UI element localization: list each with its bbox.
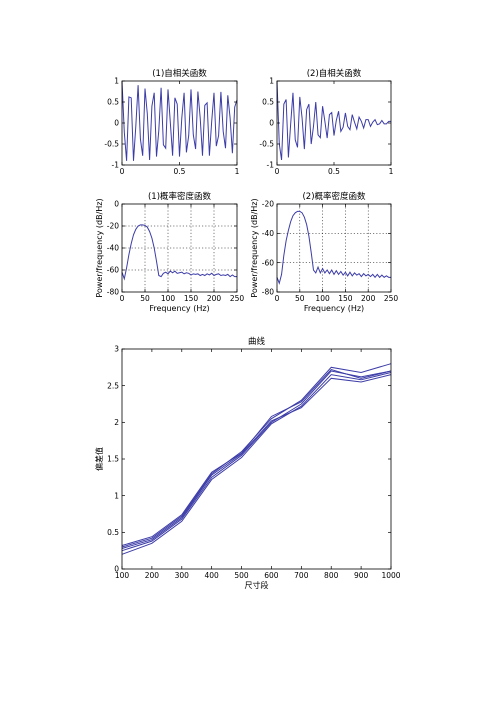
chart-curves: 100 200 300 400 500 600 700 800 900 1000 0 0.5 1 1.5 2… (94, 336, 401, 590)
x-tick-label: 150 (184, 294, 199, 303)
x-tick-label: 100 (115, 571, 130, 580)
x-tick-label: 400 (205, 571, 220, 580)
plot-frame (276, 203, 392, 293)
x-tick-label: 100 (315, 294, 330, 303)
x-tick-label: 600 (264, 571, 279, 580)
chart-title: (1)自相关函数 (152, 68, 207, 79)
y-tick-label: 2.5 (107, 381, 119, 390)
x-tick-label: 200 (145, 571, 160, 580)
chart-autocorr2: 0 0.5 1 -1 -0.5 0 0.5 1 (2)自相关函数 (259, 68, 393, 176)
x-tick-label: 100 (161, 294, 176, 303)
chart-psd1: 0 50 100 150 200 250 -80 -60 -40 -20 0 (1)概率密度函数 Fre… (95, 191, 244, 313)
x-tick-label: 200 (361, 294, 376, 303)
chart-title: 曲线 (248, 336, 266, 347)
x-tick-label: 250 (384, 294, 399, 303)
y-tick-label: 0.5 (107, 98, 119, 107)
x-tick-label: 300 (175, 571, 190, 580)
x-tick-label: 1 (389, 167, 394, 176)
chart-title: (2)概率密度函数 (302, 191, 366, 202)
series-line-1 (121, 224, 237, 281)
y-tick-label: -1 (267, 161, 275, 170)
x-tick-label: 800 (324, 571, 339, 580)
y-tick-label: 0.5 (262, 98, 274, 107)
y-axis-label: Power/frequency (dB/Hz) (95, 198, 104, 297)
y-tick-label: -0.5 (104, 140, 119, 149)
y-tick-label: 0 (114, 119, 119, 128)
y-tick-label: -20 (107, 222, 119, 231)
y-tick-label: 2 (114, 418, 119, 427)
y-tick-label: -1 (112, 161, 120, 170)
series-line-1 (276, 80, 391, 161)
x-tick-label: 250 (230, 294, 245, 303)
x-axis-label: Frequency (Hz) (149, 304, 209, 313)
x-tick-label: 0 (120, 294, 125, 303)
series-line-1 (121, 80, 238, 161)
y-tick-label: 1.5 (107, 455, 119, 464)
x-tick-label: 1000 (381, 571, 400, 580)
x-tick-label: 0.5 (328, 167, 340, 176)
x-tick-label: 150 (338, 294, 353, 303)
chart-psd2: 0 50 100 150 200 250 -80 -60 -40 -20 (2)概率密度函数 Freq… (250, 191, 398, 313)
y-tick-label: -60 (107, 266, 119, 275)
series-line-4 (121, 368, 392, 547)
chart-title: (1)概率密度函数 (148, 191, 212, 202)
chart-autocorr1: 0 0.5 1 -1 -0.5 0 0.5 1 (1)自相关函数 (104, 68, 239, 176)
y-tick-label: 1 (269, 77, 274, 86)
y-tick-label: 3 (114, 345, 119, 354)
x-tick-label: 50 (140, 294, 150, 303)
x-tick-label: 0 (120, 167, 125, 176)
x-tick-label: 0.5 (174, 167, 186, 176)
x-tick-label: 200 (207, 294, 222, 303)
series-line-2 (121, 370, 392, 552)
y-tick-label: -60 (262, 258, 274, 267)
y-tick-label: -40 (262, 229, 274, 238)
x-tick-label: 1 (235, 167, 240, 176)
plot-frame (121, 203, 238, 293)
x-tick-label: 900 (354, 571, 369, 580)
y-tick-label: -0.5 (259, 140, 274, 149)
y-tick-label: 0 (114, 200, 119, 209)
x-tick-label: 0 (275, 294, 280, 303)
series-line-3 (121, 371, 392, 555)
y-tick-label: 0 (269, 119, 274, 128)
series-line-1 (276, 210, 391, 285)
x-tick-label: 0 (275, 167, 280, 176)
chart-title: (2)自相关函数 (307, 68, 362, 79)
y-axis-label: 偏差值 (94, 447, 104, 471)
y-tick-label: -20 (262, 200, 274, 209)
y-tick-label: 1 (114, 491, 119, 500)
y-tick-label: 0.5 (107, 528, 119, 537)
y-axis-label: Power/frequency (dB/Hz) (250, 198, 259, 297)
x-tick-label: 50 (295, 294, 305, 303)
y-tick-label: -80 (262, 288, 274, 297)
series-line-1 (121, 363, 392, 548)
y-tick-label: 0 (114, 565, 119, 574)
x-axis-label: Frequency (Hz) (304, 304, 364, 313)
y-tick-label: 1 (114, 77, 119, 86)
y-tick-label: -40 (107, 244, 119, 253)
x-tick-label: 500 (234, 571, 249, 580)
series-line-5 (121, 374, 392, 549)
x-axis-label: 尺寸段 (245, 580, 269, 590)
x-tick-label: 700 (294, 571, 309, 580)
y-tick-label: -80 (107, 288, 119, 297)
